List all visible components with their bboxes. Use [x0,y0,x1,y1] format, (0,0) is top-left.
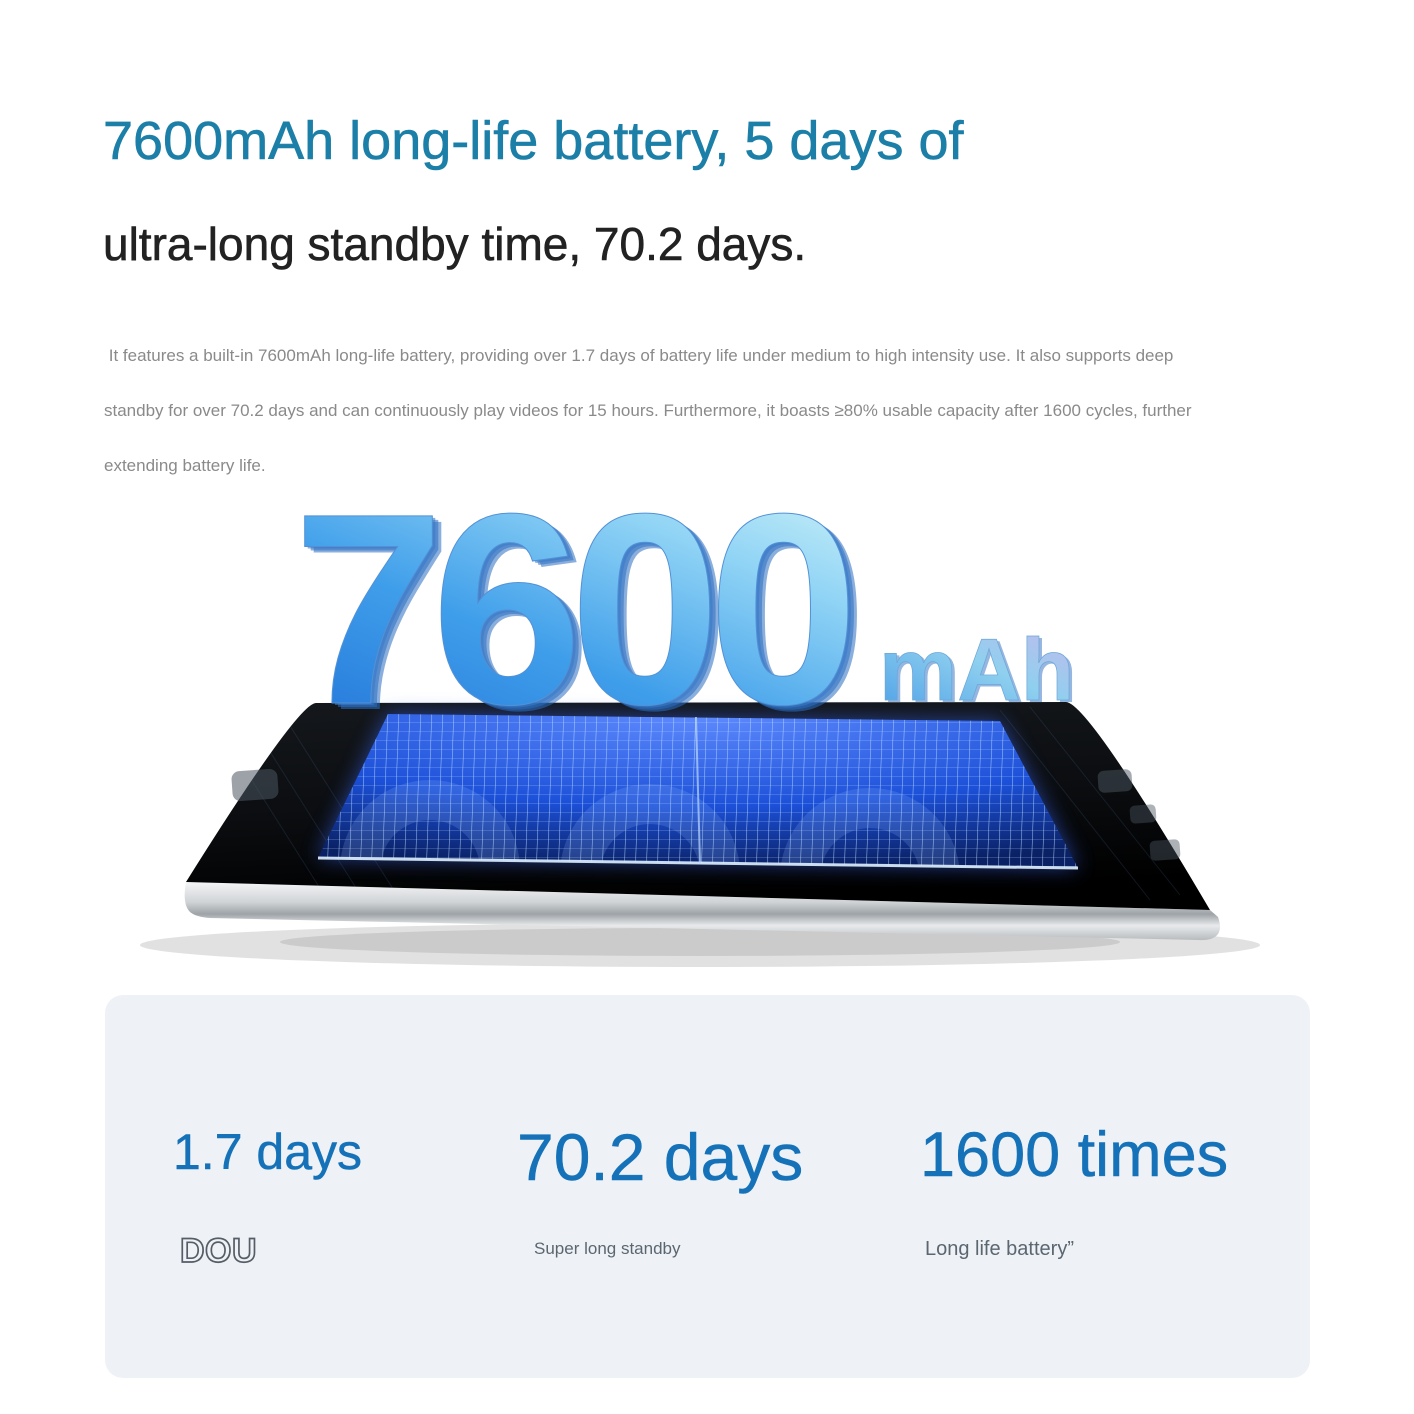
svg-text:7600: 7600 [293,470,848,761]
svg-text:DOU: DOU [180,1232,257,1270]
svg-text:mAh: mAh [879,620,1075,719]
